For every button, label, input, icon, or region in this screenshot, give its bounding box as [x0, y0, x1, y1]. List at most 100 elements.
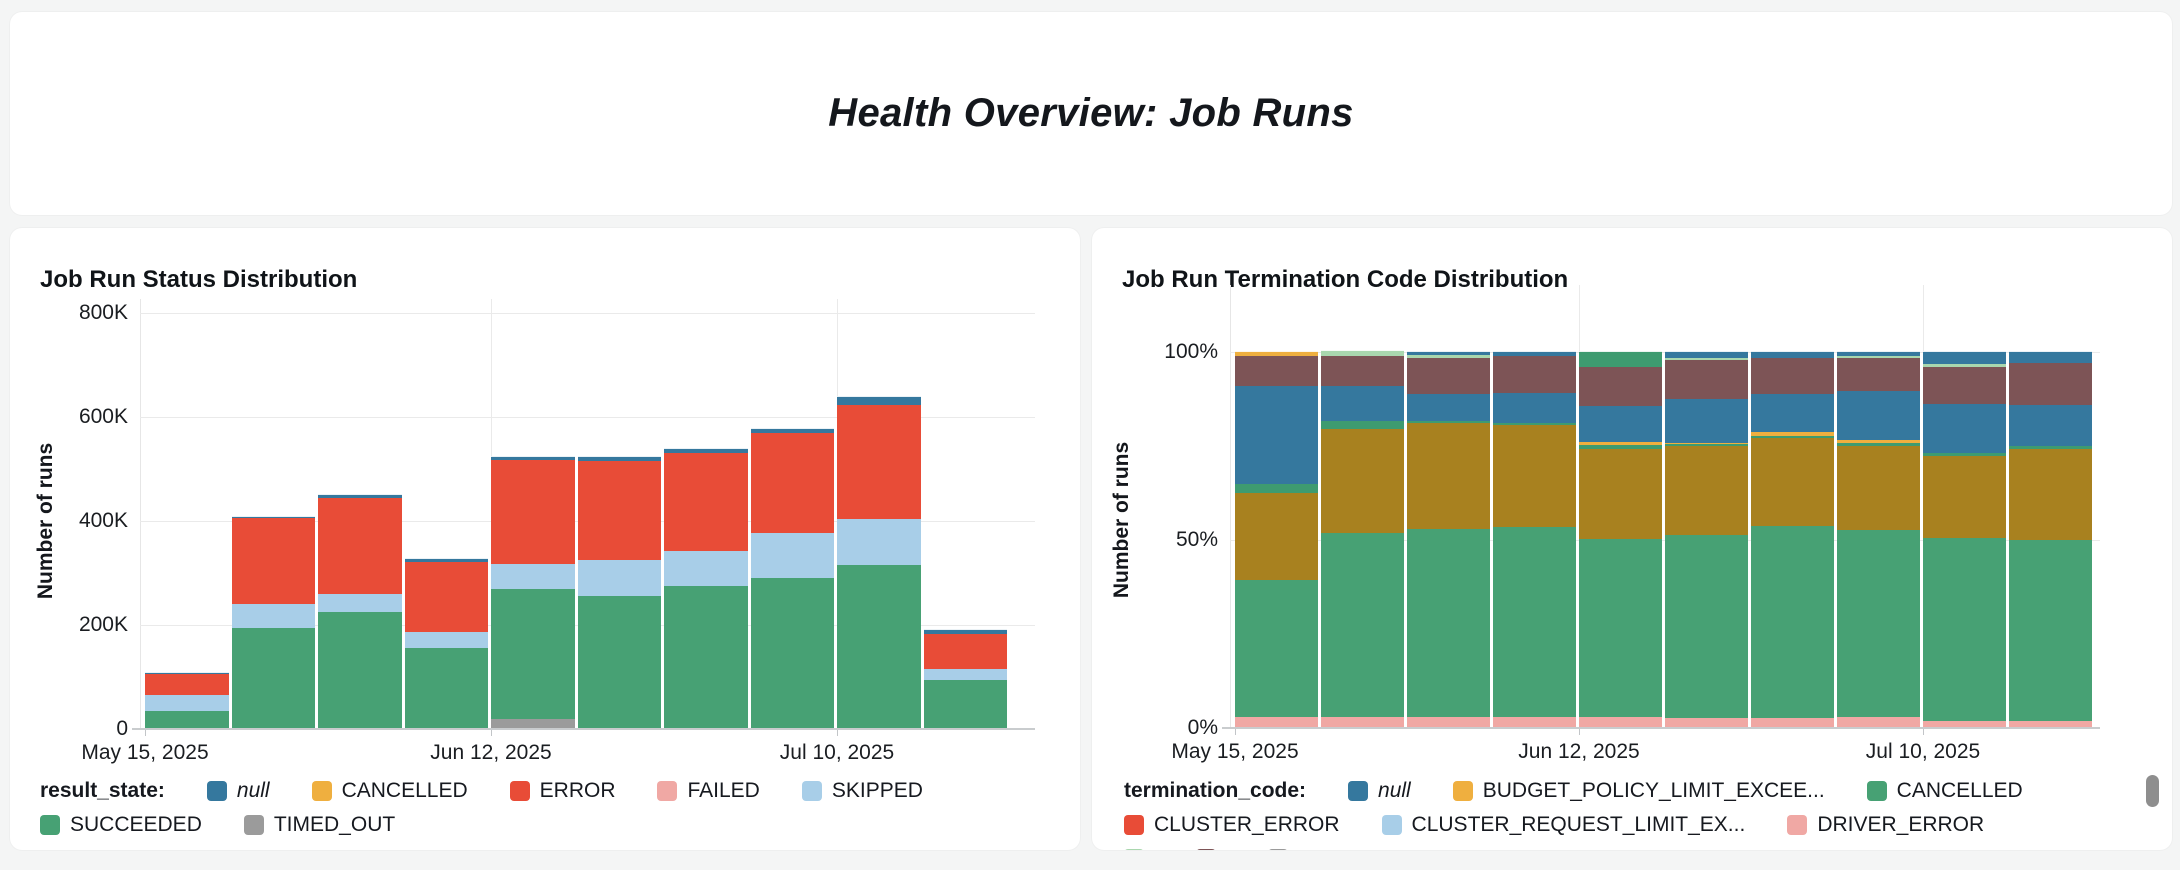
- bar-segment-null[interactable]: [750, 427, 834, 434]
- legend-item-succeeded[interactable]: SUCCEEDED: [40, 813, 202, 837]
- bar-segment-cancelled[interactable]: [1321, 531, 1404, 717]
- bar-segment-error[interactable]: [318, 496, 402, 594]
- bar-segment[interactable]: [1493, 424, 1576, 527]
- bar-segment-error[interactable]: [664, 452, 748, 552]
- bar-segment-error[interactable]: [750, 432, 834, 533]
- bar-segment-succeeded[interactable]: [404, 647, 488, 729]
- bar-segment[interactable]: [1407, 422, 1490, 529]
- bar-segment-cancelled[interactable]: [1837, 529, 1920, 717]
- bar-segment[interactable]: [1493, 354, 1576, 394]
- page-scrollbar-thumb[interactable]: [2146, 775, 2159, 807]
- bar-segment-skipped[interactable]: [145, 694, 229, 711]
- legend-item-null[interactable]: null: [1348, 779, 1411, 803]
- bar-segment[interactable]: [1579, 351, 1662, 367]
- bar-segment[interactable]: [1751, 436, 1834, 527]
- bar-segment-error[interactable]: [923, 633, 1007, 670]
- bar-segment-null[interactable]: [404, 557, 488, 562]
- bar-segment-null[interactable]: [1493, 351, 1576, 356]
- bar-segment-null[interactable]: [923, 629, 1007, 635]
- bar-segment-null[interactable]: [318, 494, 402, 498]
- bar-segment-null[interactable]: [1837, 351, 1920, 356]
- bar-segment-succeeded[interactable]: [577, 595, 661, 729]
- bar-segment-error[interactable]: [404, 560, 488, 632]
- bar-segment[interactable]: [1579, 405, 1662, 442]
- bar-segment-succeeded[interactable]: [145, 709, 229, 729]
- bar-segment-null[interactable]: [1923, 351, 2006, 364]
- bar-segment-skipped[interactable]: [923, 668, 1007, 681]
- legend-item-cancelled[interactable]: CANCELLED: [311, 779, 468, 803]
- bar-segment-cancelled[interactable]: [1665, 533, 1748, 718]
- legend-item-cluster-request-limit-ex-[interactable]: CLUSTER_REQUEST_LIMIT_EX...: [1381, 813, 1745, 837]
- legend-item-light_green[interactable]: [1124, 849, 1154, 850]
- bar-segment[interactable]: [1321, 350, 1404, 357]
- bar-segment[interactable]: [1321, 427, 1404, 533]
- bar-segment[interactable]: [1665, 358, 1748, 400]
- bar-segment[interactable]: [2009, 448, 2092, 541]
- legend-item-budget-policy-limit-excee-[interactable]: BUDGET_POLICY_LIMIT_EXCEE...: [1452, 779, 1825, 803]
- bar-segment[interactable]: [1665, 445, 1748, 535]
- bar-segment-error[interactable]: [231, 517, 315, 605]
- legend-item-null[interactable]: null: [206, 779, 270, 803]
- bar-segment[interactable]: [1751, 392, 1834, 433]
- legend-item-cancelled[interactable]: CANCELLED: [1866, 779, 2023, 803]
- bar-segment-null[interactable]: [1751, 351, 1834, 358]
- bar-segment-skipped[interactable]: [577, 559, 661, 597]
- bar-segment-succeeded[interactable]: [231, 626, 315, 729]
- bar-segment[interactable]: [1407, 357, 1490, 394]
- bar-segment-skipped[interactable]: [231, 603, 315, 628]
- bar-segment-succeeded[interactable]: [750, 577, 834, 729]
- legend-item-skipped[interactable]: SKIPPED: [801, 779, 923, 803]
- bar-segment-skipped[interactable]: [837, 518, 921, 566]
- bar-segment[interactable]: [1837, 444, 1920, 531]
- bar-segment-null[interactable]: [145, 672, 229, 675]
- legend-item-failed[interactable]: FAILED: [657, 779, 760, 803]
- bar-segment[interactable]: [1923, 402, 2006, 453]
- bar-segment-skipped[interactable]: [318, 592, 402, 612]
- bar-segment[interactable]: [1579, 366, 1662, 407]
- bar-segment-cancelled[interactable]: [2009, 539, 2092, 721]
- bar-segment[interactable]: [1923, 365, 2006, 404]
- bar-segment-null[interactable]: [1407, 351, 1490, 355]
- bar-segment-cancelled[interactable]: [1923, 536, 2006, 721]
- bar-segment-succeeded[interactable]: [318, 611, 402, 729]
- bar-segment[interactable]: [1407, 392, 1490, 422]
- bar-segment[interactable]: [1235, 351, 1318, 356]
- bar-segment-skipped[interactable]: [750, 532, 834, 579]
- bar-segment[interactable]: [1665, 398, 1748, 443]
- bar-segment-cancelled[interactable]: [1579, 537, 1662, 717]
- bar-segment[interactable]: [1235, 482, 1318, 493]
- bar-segment-skipped[interactable]: [404, 630, 488, 649]
- legend-item-error[interactable]: ERROR: [509, 779, 615, 803]
- bar-segment-null[interactable]: [664, 448, 748, 454]
- bar-segment[interactable]: [1321, 420, 1404, 429]
- bar-segment[interactable]: [1837, 357, 1920, 391]
- legend-item-timed-out[interactable]: TIMED_OUT: [243, 813, 395, 837]
- bar-segment[interactable]: [1321, 355, 1404, 386]
- legend-item-driver-error[interactable]: DRIVER_ERROR: [1787, 813, 1984, 837]
- bar-segment[interactable]: [1235, 384, 1318, 484]
- bar-segment[interactable]: [2009, 362, 2092, 406]
- bar-segment-succeeded[interactable]: [664, 585, 748, 729]
- bar-segment-error[interactable]: [145, 673, 229, 696]
- bar-segment-skipped[interactable]: [491, 562, 575, 589]
- bar-segment[interactable]: [2009, 404, 2092, 446]
- bar-segment-null[interactable]: [491, 456, 575, 460]
- bar-segment-null[interactable]: [577, 456, 661, 462]
- bar-segment-null[interactable]: [1665, 351, 1748, 358]
- bar-segment-error[interactable]: [491, 458, 575, 564]
- bar-segment[interactable]: [1751, 356, 1834, 394]
- legend-item-gray[interactable]: [1268, 849, 1298, 850]
- bar-segment-cancelled[interactable]: [1493, 525, 1576, 717]
- bar-segment-cancelled[interactable]: [1751, 525, 1834, 718]
- bar-segment[interactable]: [1493, 392, 1576, 423]
- bar-segment[interactable]: [1923, 455, 2006, 538]
- bar-segment-skipped[interactable]: [664, 550, 748, 586]
- bar-segment[interactable]: [1235, 492, 1318, 580]
- legend-item-cluster-error[interactable]: CLUSTER_ERROR: [1124, 813, 1340, 837]
- legend-item-maroon[interactable]: [1196, 849, 1226, 850]
- bar-segment-cancelled[interactable]: [1235, 578, 1318, 717]
- bar-segment-null[interactable]: [2009, 351, 2092, 364]
- bar-segment-null[interactable]: [837, 395, 921, 405]
- bar-segment-succeeded[interactable]: [923, 679, 1007, 729]
- bar-segment-null[interactable]: [231, 515, 315, 519]
